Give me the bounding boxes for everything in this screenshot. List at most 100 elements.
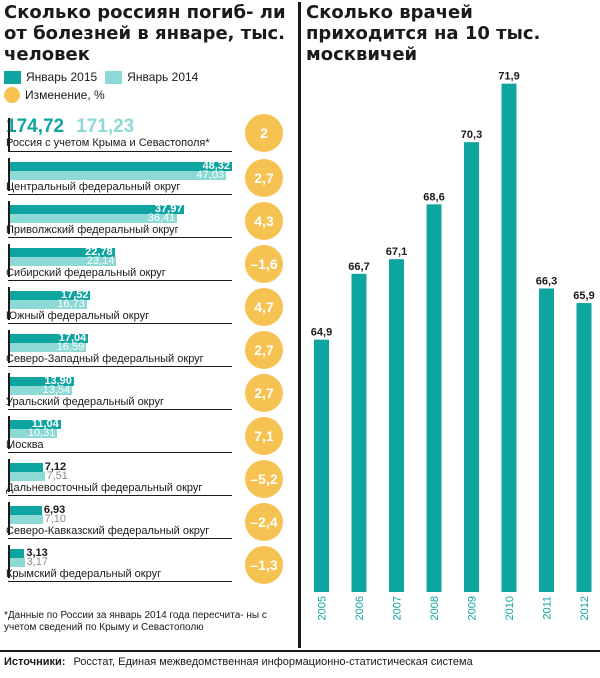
legend-row-change: Изменение, %: [4, 86, 198, 104]
region-underline: [8, 237, 232, 238]
doctors-bar: [539, 288, 554, 592]
change-badge: 2,7: [245, 159, 283, 197]
legend-swatch-2015: [4, 70, 21, 84]
bar-label-2014: 3,17: [26, 556, 48, 568]
region-underline: [8, 581, 232, 582]
region-name: Южный федеральный округ: [6, 310, 150, 322]
region-name: Центральный федеральный округ: [6, 181, 181, 193]
change-badge: –2,4: [245, 503, 283, 541]
source-line: Источники: Росстат, Единая межведомственн…: [4, 656, 473, 668]
doctors-year-label: 2012: [579, 596, 591, 620]
bar-label-2014: 36,41: [147, 212, 176, 224]
bar-label-2015: 37,97: [154, 203, 183, 215]
bar-label-2014: 10,31: [27, 427, 56, 439]
region-underline: [8, 409, 232, 410]
bar-label-2015: 6,93: [43, 504, 66, 516]
doctors-bar: [576, 303, 592, 592]
region-underline: [8, 495, 232, 496]
bar-label-2014: 16,59: [56, 341, 85, 353]
bar-label-2014: 16,73: [57, 298, 85, 310]
region-name: Дальневосточный федеральный округ: [6, 482, 203, 494]
bar-label-2015: 17,04: [58, 332, 87, 344]
legend-label-change: Изменение, %: [25, 88, 105, 102]
russia-total-2015: 174,72: [6, 116, 65, 137]
bar-label-2014: 23,14: [86, 255, 115, 267]
bar-2014: [10, 343, 87, 352]
bar-label-2015: 17,52: [60, 289, 89, 301]
doctors-value-label: 68,6: [423, 191, 444, 203]
legend-row-years: Январь 2015 Январь 2014: [4, 68, 198, 86]
bar-2014: [10, 429, 58, 438]
deaths-footnote: *Данные по России за январь 2014 года пе…: [4, 610, 267, 633]
doctors-value-label: 66,7: [348, 261, 369, 273]
axis-line: [8, 459, 10, 492]
axis-line: [8, 545, 10, 578]
region-name: Уральский федеральный округ: [6, 396, 165, 408]
doctors-year-label: 2007: [392, 596, 404, 620]
change-badge: –5,2: [245, 460, 283, 498]
bar-label-2015: 48,32: [202, 160, 230, 172]
doctors-bar: [389, 259, 404, 592]
doctors-year-label: 2010: [504, 596, 516, 620]
region-underline: [8, 151, 232, 152]
change-badge: –1,6: [245, 245, 283, 283]
bar-2014: [10, 515, 43, 524]
doctors-value-label: 66,3: [536, 275, 557, 287]
axis-line: [8, 502, 10, 535]
bar-label-2014: 47,03: [196, 169, 225, 181]
region-name: Россия с учетом Крыма и Севастополя*: [6, 137, 210, 149]
doctors-value-label: 65,9: [573, 290, 594, 302]
deaths-legend: Январь 2015 Январь 2014 Изменение, %: [4, 68, 198, 104]
region-underline: [8, 323, 232, 324]
bar-2014: [10, 472, 45, 481]
doctors-year-label: 2011: [542, 596, 554, 620]
change-badge: 2,7: [245, 374, 283, 412]
doctors-year-label: 2008: [429, 596, 441, 620]
axis-line: [8, 416, 10, 449]
bar-label-2015: 13,90: [44, 375, 72, 387]
doctors-value-label: 64,9: [311, 327, 332, 339]
region-name: Северо-Кавказский федеральный округ: [6, 525, 210, 537]
doctors-bar: [426, 204, 442, 593]
doctors-chart-title: Сколько врачей приходится на 10 тыс. мос…: [306, 2, 541, 65]
legend-swatch-2014: [105, 70, 123, 84]
doctors-bar: [464, 142, 479, 592]
bar-2015: [10, 420, 61, 429]
region-name: Северо-Западный федеральный округ: [6, 353, 204, 365]
doctors-value-label: 67,1: [386, 246, 407, 258]
region-name: Крымский федеральный округ: [6, 568, 162, 580]
region-underline: [8, 280, 232, 281]
panel-divider: [298, 2, 301, 648]
doctors-value-label: 70,3: [461, 129, 482, 141]
region-underline: [8, 538, 232, 539]
bar-2015: [10, 248, 115, 257]
doctors-panel: Сколько врачей приходится на 10 тыс. мос…: [306, 0, 600, 650]
doctors-bar: [501, 83, 517, 593]
region-name: Сибирский федеральный округ: [6, 267, 166, 279]
doctors-year-label: 2005: [317, 596, 329, 620]
axis-line: [8, 201, 10, 234]
bar-2014: [10, 257, 117, 266]
region-underline: [8, 452, 232, 453]
source-text: Росстат, Единая межведомственная информа…: [73, 656, 473, 668]
bar-label-2015: 11,04: [31, 418, 59, 430]
region-underline: [8, 194, 232, 195]
bar-2015: [10, 377, 74, 386]
bar-label-2014: 13,54: [42, 384, 71, 396]
doctors-bar-chart: 64,9 2005 66,7 2006 67,1 2007 68,6 2008 70,3 2009…: [311, 71, 595, 621]
legend-label-2014: Январь 2014: [127, 70, 199, 84]
change-badge: 2,7: [245, 331, 283, 369]
axis-line: [8, 287, 10, 320]
axis-line: [8, 330, 10, 363]
bar-2014: [10, 558, 25, 567]
change-badge: 4,3: [245, 202, 283, 240]
deaths-panel: Сколько россиян погиб- ли от болезней в …: [0, 0, 294, 650]
bar-2014: [10, 300, 87, 309]
change-badge: 2: [245, 114, 283, 152]
doctors-bar: [314, 339, 329, 592]
bar-2015: [10, 549, 25, 558]
source-label: Источники:: [4, 656, 66, 668]
bar-2015: [10, 506, 42, 515]
change-badge: 4,7: [245, 288, 283, 326]
bar-2015: [10, 463, 43, 472]
